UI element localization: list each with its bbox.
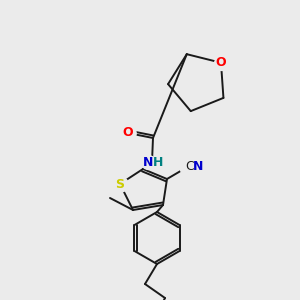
Text: O: O: [216, 56, 226, 69]
Text: N: N: [193, 160, 203, 172]
Text: O: O: [123, 127, 133, 140]
Text: C: C: [186, 160, 194, 172]
Text: N: N: [143, 155, 153, 169]
Text: H: H: [153, 155, 163, 169]
Text: S: S: [116, 178, 124, 190]
